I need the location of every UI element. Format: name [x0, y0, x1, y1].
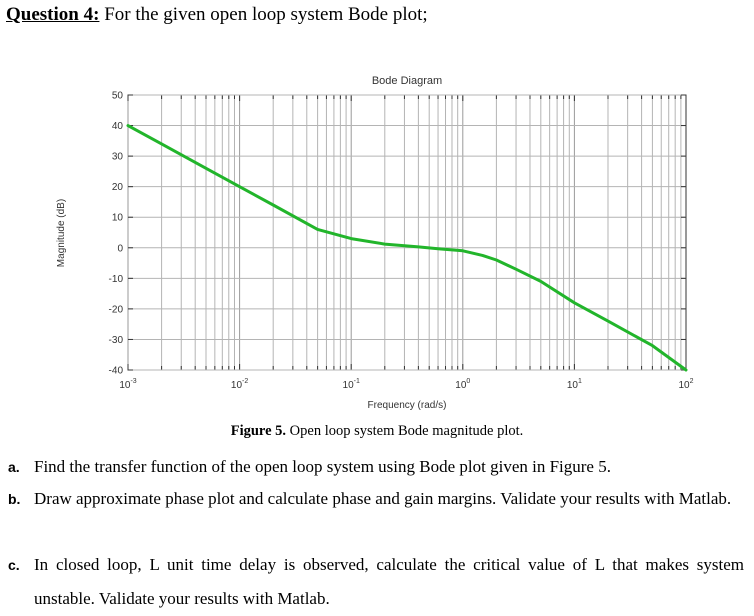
x-tick-label: 10-3 [119, 378, 136, 391]
x-tick-label: 10-2 [231, 378, 248, 391]
chart-title: Bode Diagram [372, 75, 442, 87]
y-axis-label: Magnitude (dB) [56, 199, 67, 267]
figure-caption: Figure 5. Open loop system Bode magnitud… [0, 423, 754, 440]
question-heading: Question 4: For the given open loop syst… [6, 4, 428, 26]
figure-label: Figure 5. [230, 423, 287, 439]
magnitude-line [126, 124, 688, 372]
question-a-text: Find the transfer function of the open l… [34, 457, 611, 476]
y-tick-label: -20 [109, 304, 124, 315]
x-tick-label: 10-1 [343, 378, 360, 391]
question-a: a. Find the transfer function of the ope… [8, 450, 744, 484]
y-tick-label: 30 [112, 152, 124, 163]
question-b: b. Draw approximate phase plot and calcu… [8, 482, 744, 516]
question-a-letter: a. [8, 459, 20, 475]
y-tick-label: 20 [112, 182, 124, 193]
y-tick-label: 0 [117, 243, 123, 254]
question-c-letter: c. [8, 557, 20, 573]
y-tick-label: -10 [109, 274, 124, 285]
question-b-letter: b. [8, 491, 21, 507]
question-title: For the given open loop system Bode plot… [99, 4, 428, 25]
y-tick-label: -40 [109, 366, 124, 377]
figure-caption-text: Open loop system Bode magnitude plot. [286, 423, 524, 439]
x-tick-label: 100 [455, 378, 470, 391]
y-tick-label: 10 [112, 213, 124, 224]
question-b-text: Draw approximate phase plot and calculat… [34, 489, 732, 508]
y-tick-label: -30 [109, 335, 124, 346]
grid-lines [127, 94, 686, 371]
question-c-text: In closed loop, L unit time delay is obs… [34, 555, 744, 608]
plot-background [127, 94, 687, 371]
question-number: Question 4: [6, 4, 100, 25]
x-axis-label: Frequency (rad/s) [368, 400, 447, 411]
x-tick-label: 101 [567, 378, 582, 391]
y-tick-label: 40 [112, 121, 124, 132]
question-c: c. In closed loop, L unit time delay is … [8, 548, 744, 616]
x-tick-label: 102 [678, 378, 693, 391]
y-tick-label: 50 [112, 91, 124, 102]
